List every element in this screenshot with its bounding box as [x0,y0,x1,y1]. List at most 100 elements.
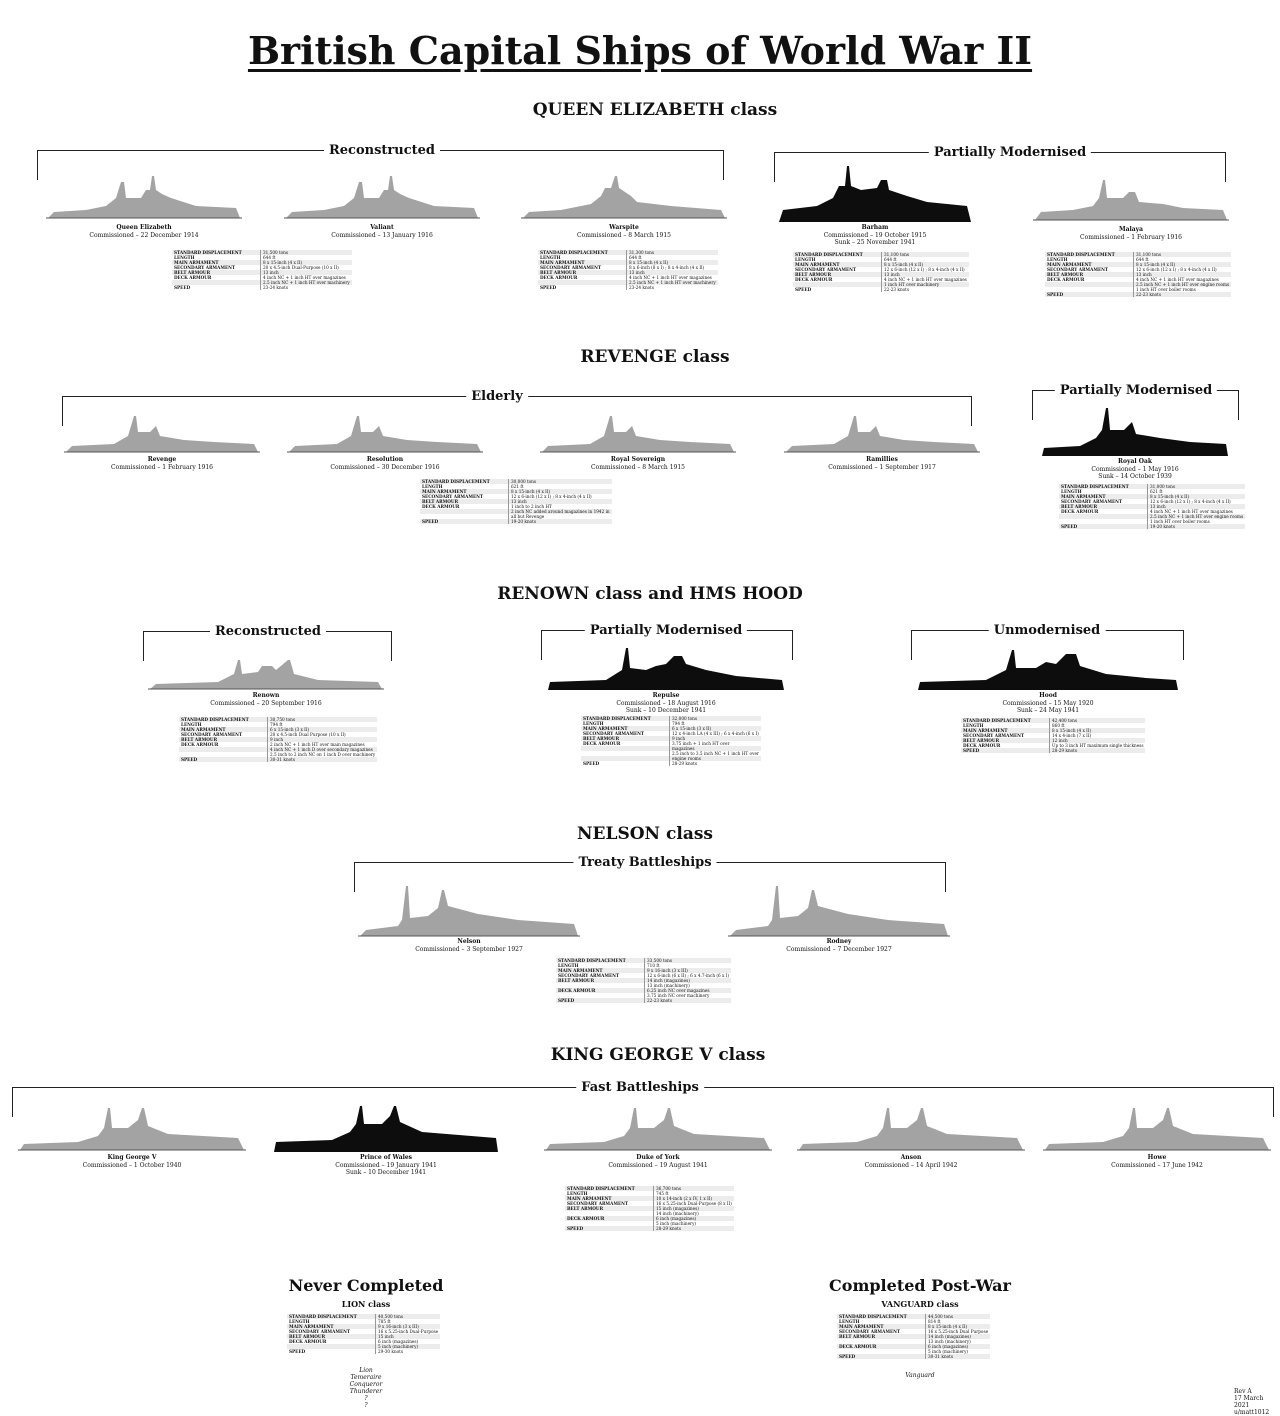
spec-value: 20 x 4.5-inch Dual Purpose (10 x II) [267,732,378,737]
spec-value: 31,300 tons [625,250,718,255]
ship-name: Repulse [652,692,680,699]
ship-commissioned: Commissioned – 8 March 1915 [577,232,671,239]
spec-row: STANDARD DISPLACEMENT 44,500 tons [837,1314,991,1319]
spec-row: BELT ARMOUR 12 inch [961,738,1146,743]
spec-table-vanguard: STANDARD DISPLACEMENT 44,500 tons LENGTH 81… [837,1314,991,1359]
spec-value: 30,750 tons [267,717,378,722]
ship-commissioned: Commissioned – 30 December 1916 [330,464,440,471]
spec-row: SECONDARY ARMAMENT 16 x 5.25-inch Dual Pu… [837,1329,991,1334]
spec-value: 860 ft [1049,723,1146,728]
spec-row: 2.5 inch NC + 1 inch HT over machinery [172,280,352,285]
spec-value: engine rooms [668,756,761,761]
spec-row: MAIN ARMAMENT 8 x 15-inch (4 x II) [172,260,352,265]
spec-label: BELT ARMOUR [565,1206,654,1211]
ship-commissioned: Commissioned – 1 February 1916 [111,464,213,471]
ship-profile-resolution [287,416,483,453]
spec-label: MAIN ARMAMENT [961,728,1050,733]
spec-value: 13 inch (machinery) [643,983,731,988]
spec-value: 10 x 14-inch (2 x IV, 1 x II) [652,1196,734,1201]
spec-row: MAIN ARMAMENT 6 x 15-inch (3 x II) [581,726,761,731]
spec-row: 2.5 inch NC + 1 inch HT over engine room… [1059,514,1246,519]
spec-value: 14 inch (magazines) [925,1334,991,1339]
spec-row: SPEED 19-20 knots [1059,524,1246,529]
spec-value: 8 x 15-inch (4 x II) [1049,728,1146,733]
spec-label: BELT ARMOUR [538,270,627,275]
spec-row: 5 inch (machinery) [565,1221,734,1226]
nelson-treaty-bracket: Treaty Battleships [354,854,946,892]
spec-value: 710 ft [643,963,731,968]
spec-row: 13 inch (machinery) [556,983,731,988]
revision: Rev A [1234,1388,1252,1395]
spec-row: SPEED 28-29 knots [581,761,761,766]
spec-value: 40,500 tons [375,1314,441,1319]
spec-row: 2 inch NC added around magazines in 1942… [420,509,612,514]
qe-reconstructed-bracket: Reconstructed [37,142,724,180]
spec-value: 36,700 tons [652,1186,734,1191]
spec-row: STANDARD DISPLACEMENT 42,400 tons [961,718,1146,723]
spec-label: STANDARD DISPLACEMENT [837,1314,926,1319]
spec-row: STANDARD DISPLACEMENT 31,100 tons [1045,252,1232,257]
spec-row: DECK ARMOUR 4 inch NC + 1 inch HT over ma… [172,275,352,280]
spec-table-hood: STANDARD DISPLACEMENT 42,400 tons LENGTH 86… [961,718,1146,753]
spec-row: BELT ARMOUR 9 inch [581,736,761,741]
spec-value: 2.5 inch to 2 inch NC on 1 inch D over m… [267,752,378,757]
spec-label: SECONDARY ARMAMENT [839,1329,901,1334]
ship-commissioned: Commissioned – 7 December 1927 [786,946,892,953]
spec-value: 12 x 6-inch (12 x I) ; 8 x 4-inch (4 x I… [880,267,969,272]
spec-value: 8 x 15-inch (4 x II) [1133,262,1232,267]
spec-value: 19-20 knots [507,519,612,524]
spec-label: DECK ARMOUR [583,741,621,746]
ship-commissioned: Commissioned – 3 September 1927 [415,946,523,953]
spec-label: SECONDARY ARMAMENT [181,732,243,737]
spec-label: STANDARD DISPLACEMENT [581,716,670,721]
group-label: Partially Modernised [928,144,1092,160]
spec-label: SECONDARY ARMAMENT [174,265,236,270]
spec-value: 2 inch NC + 1 inch HT over main magazine… [267,742,378,747]
spec-value: 2.5 inch to 3.5 inch NC + 1 inch HT over [668,751,761,756]
group-label: Fast Battleships [576,1079,704,1095]
spec-value: 1 inch to 2 inch HT [507,504,612,509]
ship-howe: Howe Commissioned – 17 June 1942 [1043,1104,1271,1169]
spec-row: BELT ARMOUR 13 inch [793,272,969,277]
spec-label: STANDARD DISPLACEMENT [179,717,268,722]
spec-value: 13 inch [507,499,612,504]
spec-value: 4 inch NC + 1 inch HT over magazines [880,277,969,282]
ship-ramillies: Ramillies Commissioned – 1 September 191… [784,406,980,471]
spec-label: BELT ARMOUR [961,738,1050,743]
spec-label [1045,282,1134,287]
ship-repulse: Repulse Commissioned – 18 August 1916 Su… [546,644,786,714]
ship-barham: Barham Commissioned – 19 October 1915 Su… [777,162,973,246]
spec-row: DECK ARMOUR 4 inch NC + 1 inch HT over ma… [1059,509,1246,514]
spec-label: LENGTH [558,963,579,968]
ship-profile-rodney [728,886,950,937]
spec-value: 6 inch (magazines) [652,1216,734,1221]
qe-partially-modernised-bracket: Partially Modernised [774,144,1226,182]
ship-profile-warspite [521,176,727,219]
spec-label: SECONDARY ARMAMENT [963,733,1025,738]
spec-label: SECONDARY ARMAMENT [567,1201,629,1206]
ship-royal-oak: Royal Oak Commissioned – 1 May 1916 Sunk… [1040,404,1230,480]
group-label: Partially Modernised [1054,382,1218,398]
ship-commissioned: Commissioned – 18 August 1916 [616,700,716,707]
ship-revenge: Revenge Commissioned – 1 February 1916 [64,406,260,471]
spec-value: 30-31 knots [925,1354,991,1359]
spec-label: DECK ARMOUR [1047,277,1085,282]
spec-label: LENGTH [289,1319,310,1324]
spec-value: 1 inch HT over boiler rooms [1147,519,1246,524]
spec-row: all but Revenge [420,514,612,519]
spec-row: STANDARD DISPLACEMENT 31,500 tons [172,250,352,255]
spec-label: SECONDARY ARMAMENT [289,1329,351,1334]
revision-note: Rev A 17 March 2021 u/matt1012 [1234,1388,1280,1416]
spec-value: 31,100 tons [1133,252,1232,257]
kgv-class-heading: KING GEORGE V class [550,1045,766,1065]
spec-row: SPEED 30-31 knots [179,757,378,762]
ship-sunk: Sunk – 10 December 1941 [345,1169,427,1176]
spec-value: 12 x 6-inch (6 x II) ; 6 x 4.7-inch (6 x… [643,973,731,978]
spec-row: SPEED 23-24 knots [538,285,718,290]
ship-commissioned: Commissioned – 20 September 1916 [210,700,322,707]
spec-label: BELT ARMOUR [172,270,261,275]
spec-label: STANDARD DISPLACEMENT [1059,484,1148,489]
spec-value: 3.75 inch + 1 inch HT over [668,741,761,746]
spec-value: 8 x 6-inch (8 x I) ; 8 x 4-inch (4 x II) [625,265,718,270]
spec-value: 13 inch [1147,504,1246,509]
